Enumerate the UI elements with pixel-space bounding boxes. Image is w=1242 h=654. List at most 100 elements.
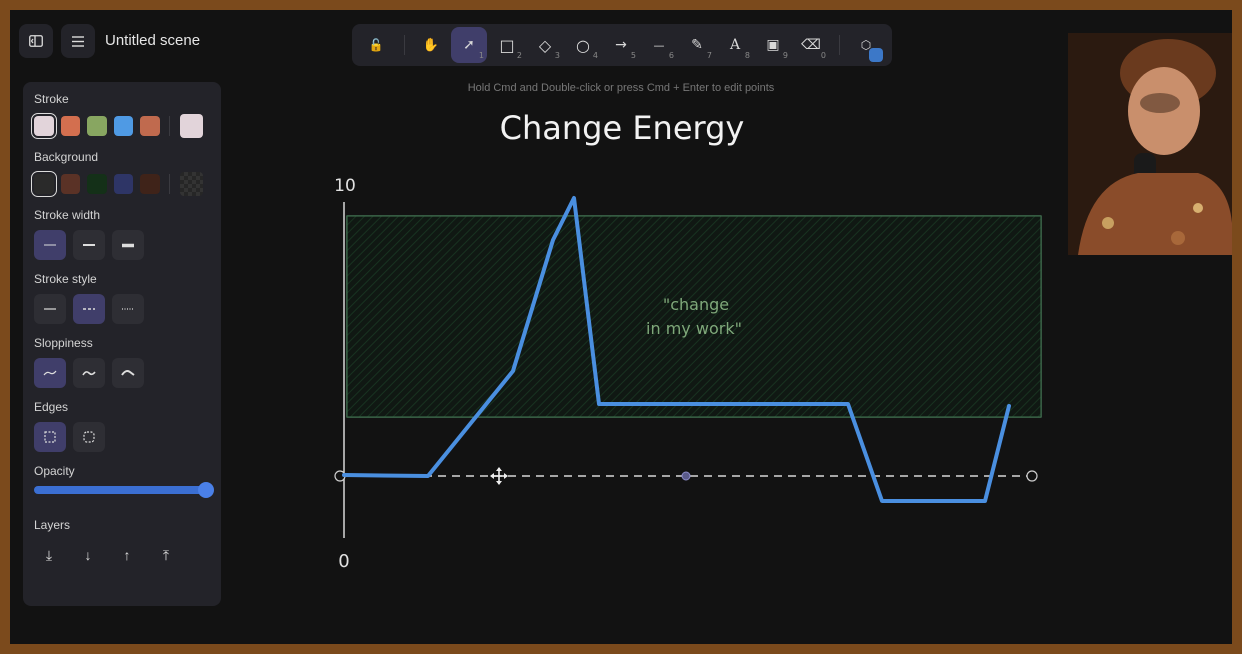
text-icon: A <box>729 37 741 53</box>
sloppiness-cartoonist-button[interactable] <box>112 358 144 388</box>
stroke-style-solid-button[interactable] <box>34 294 66 324</box>
stroke-width-thin-button[interactable] <box>34 230 66 260</box>
layers-row: ⤓ ↓ ↑ ⤒ <box>34 540 210 570</box>
stroke-style-dashed-button[interactable] <box>73 294 105 324</box>
shapes-library-icon: ⬡ <box>860 38 872 52</box>
tool-eraser[interactable]: ⌫ 0 <box>793 27 829 63</box>
background-swatch-3[interactable] <box>87 174 107 194</box>
hand-icon: ✋ <box>422 37 440 53</box>
edges-row <box>34 422 210 452</box>
tool-diamond[interactable]: ◇ 3 <box>527 27 563 63</box>
edges-round-button[interactable] <box>73 422 105 452</box>
stroke-style-dotted-button[interactable] <box>112 294 144 324</box>
opacity-slider[interactable] <box>34 482 214 498</box>
move-cursor-icon <box>490 467 508 485</box>
tool-shortcut: 2 <box>516 51 522 60</box>
layers-label: Layers <box>34 518 71 532</box>
background-swatch-1[interactable] <box>31 171 57 197</box>
stroke-width-extra-bold-button[interactable] <box>112 230 144 260</box>
line-midpoint-handle[interactable] <box>681 471 691 481</box>
bring-forward-icon: ↑ <box>123 547 131 563</box>
stroke-color-row <box>31 113 210 139</box>
tool-hand[interactable]: ✋ <box>413 27 449 63</box>
tool-shortcut: 4 <box>592 51 598 60</box>
stroke-swatch-5[interactable] <box>140 116 160 136</box>
sloppiness-artist-button[interactable] <box>73 358 105 388</box>
swatch-divider <box>168 174 170 194</box>
background-swatch-4[interactable] <box>113 174 134 194</box>
hatched-rectangle[interactable] <box>346 215 1042 418</box>
sloppiness-architect-button[interactable] <box>34 358 66 388</box>
tool-image[interactable]: ▣ 9 <box>755 27 791 63</box>
stroke-width-label: Stroke width <box>34 208 101 222</box>
stroke-swatch-2[interactable] <box>60 116 81 136</box>
lock-icon: 🔓 <box>368 38 384 52</box>
bring-forward-button[interactable]: ↑ <box>112 540 142 570</box>
thin-line-icon <box>44 244 56 246</box>
background-swatch-2[interactable] <box>60 174 81 194</box>
tool-shortcut: 8 <box>744 51 750 60</box>
background-swatch-5[interactable] <box>140 174 160 194</box>
background-color-row <box>31 171 210 197</box>
opacity-label: Opacity <box>34 464 75 478</box>
line-endpoint-handle-right[interactable] <box>1026 470 1038 482</box>
send-backward-button[interactable]: ↓ <box>73 540 103 570</box>
swatch-divider <box>168 116 170 136</box>
opacity-slider-handle[interactable] <box>198 482 214 498</box>
scene-title[interactable]: Untitled scene <box>105 32 201 49</box>
sharp-edges-icon <box>44 431 56 443</box>
tool-text[interactable]: A 8 <box>717 27 753 63</box>
cartoonist-curve-icon <box>121 370 135 376</box>
stroke-current-color[interactable] <box>179 114 203 138</box>
dashed-line-icon <box>83 308 95 310</box>
canvas-title[interactable]: Change Energy <box>500 109 745 147</box>
sidebar-toggle-button[interactable] <box>19 24 53 58</box>
toolbar-divider <box>404 35 405 55</box>
ellipse-icon: ○ <box>576 35 590 55</box>
tool-shortcut: 1 <box>478 51 484 60</box>
tool-shortcut: 3 <box>554 51 560 60</box>
tool-arrow[interactable]: → 5 <box>603 27 639 63</box>
tool-rectangle[interactable]: □ 2 <box>489 27 525 63</box>
send-to-back-icon: ⤓ <box>45 546 53 563</box>
select-icon: ➚ <box>463 37 475 53</box>
sloppiness-label: Sloppiness <box>34 336 93 350</box>
diamond-icon: ◇ <box>538 35 552 55</box>
tool-bar: 🔓 ✋ ➚ 1 □ 2 ◇ 3 ○ 4 → 5 — 6 ✎ <box>352 24 892 66</box>
send-to-back-button[interactable]: ⤓ <box>34 540 64 570</box>
edges-sharp-button[interactable] <box>34 422 66 452</box>
properties-panel: Stroke Background Stroke width Strok <box>23 82 221 606</box>
tool-lock[interactable]: 🔓 <box>358 27 394 63</box>
note-text-line1[interactable]: "change <box>663 295 729 314</box>
stroke-style-row <box>34 294 210 324</box>
note-text-line2[interactable]: in my work" <box>646 319 742 338</box>
stroke-width-row <box>34 230 210 260</box>
energy-curve[interactable] <box>342 196 1011 503</box>
axis-top-label[interactable]: 10 <box>334 176 356 196</box>
background-current-color[interactable] <box>179 172 203 196</box>
tool-line[interactable]: — 6 <box>641 27 677 63</box>
sidebar-toggle-icon <box>29 35 43 47</box>
main-menu-button[interactable] <box>61 24 95 58</box>
axis-bottom-label[interactable]: 0 <box>338 551 349 572</box>
stroke-swatch-3[interactable] <box>87 116 107 136</box>
stroke-label: Stroke <box>34 92 69 106</box>
edit-points-hint: Hold Cmd and Double-click or press Cmd +… <box>467 82 775 94</box>
pencil-icon: ✎ <box>691 37 703 53</box>
stroke-width-bold-button[interactable] <box>73 230 105 260</box>
tool-shapes-library[interactable]: ⬡ <box>848 27 884 63</box>
send-backward-icon: ↓ <box>84 547 92 563</box>
webcam-overlay <box>1068 33 1232 255</box>
stroke-swatch-4[interactable] <box>113 116 134 136</box>
tool-pencil[interactable]: ✎ 7 <box>679 27 715 63</box>
artist-curve-icon <box>82 371 96 376</box>
presenter-video-image <box>1068 33 1232 255</box>
solid-line-icon <box>44 308 56 310</box>
sloppiness-row <box>34 358 210 388</box>
dotted-line-icon <box>122 308 134 310</box>
bring-to-front-button[interactable]: ⤒ <box>151 540 181 570</box>
tool-select[interactable]: ➚ 1 <box>451 27 487 63</box>
stroke-swatch-1[interactable] <box>31 113 57 139</box>
tool-ellipse[interactable]: ○ 4 <box>565 27 601 63</box>
edges-label: Edges <box>34 400 69 414</box>
